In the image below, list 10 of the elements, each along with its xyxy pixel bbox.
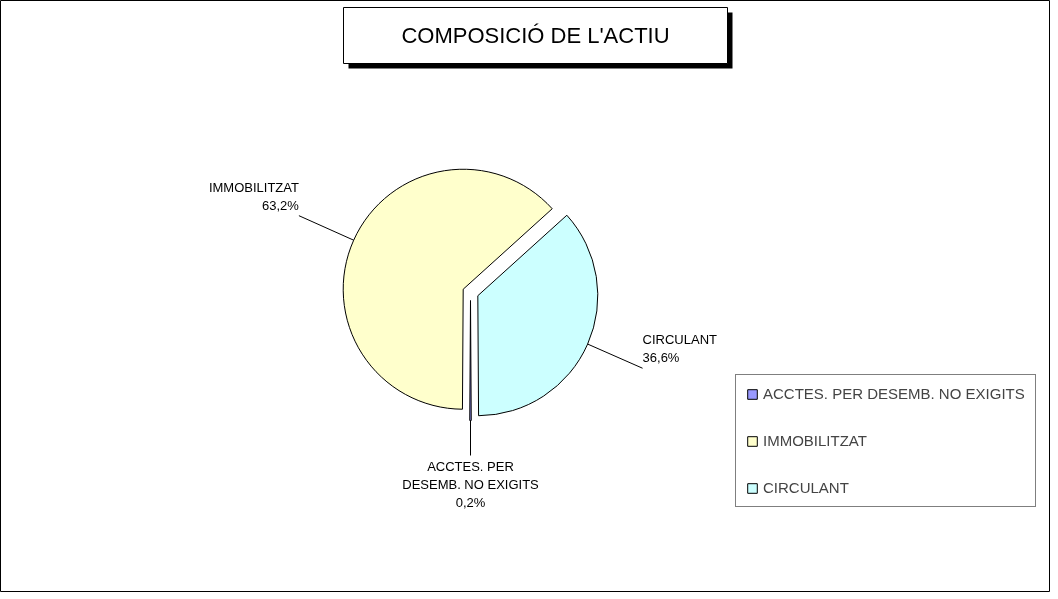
data-label: 36,6%	[642, 350, 680, 366]
legend-label: ACCTES. PER DESEMB. NO EXIGITS	[763, 385, 1025, 402]
slice-label: CIRCULANT	[642, 332, 718, 348]
chart-title: COMPOSICIÓ DE L'ACTIU	[401, 23, 670, 48]
data-label: 0,2%	[455, 494, 486, 510]
slice-label: ACCTES. PER DESEMB. NO EXIGITS	[402, 458, 540, 492]
legend-label: IMMOBILITZAT	[763, 432, 867, 449]
data-label: 63,2%	[262, 197, 300, 213]
slice-label: IMMOBILITZAT	[208, 179, 299, 195]
legend-label: CIRCULANT	[763, 479, 849, 496]
